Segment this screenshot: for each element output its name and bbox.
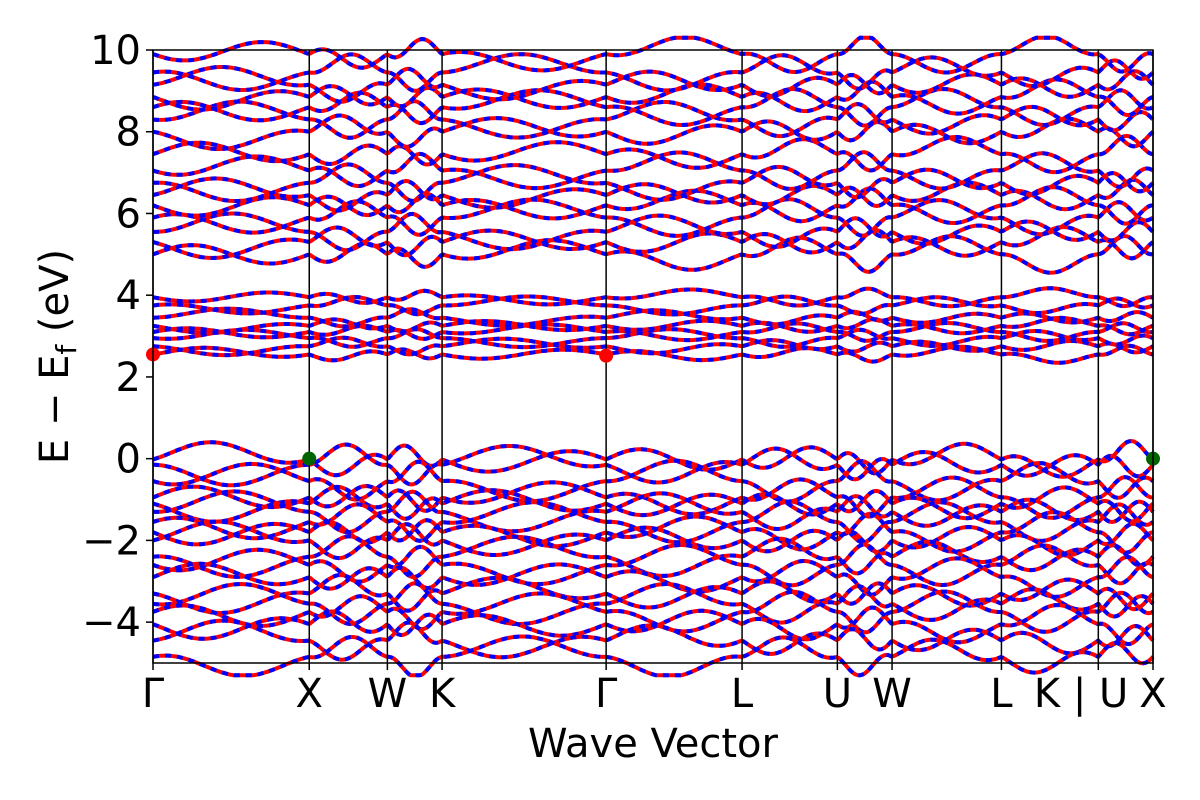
band-spin-down xyxy=(152,162,1155,204)
band-spin-down xyxy=(152,306,1154,329)
band-spin-down xyxy=(152,185,1154,226)
y-axis-label-main: E − E xyxy=(32,355,78,465)
bands-layer xyxy=(152,35,1155,678)
y-axis: −4 −2 0 2 4 6 8 10 xyxy=(82,28,153,646)
plot-area xyxy=(146,35,1160,678)
band-spin-down xyxy=(152,86,1154,128)
band-spin-down xyxy=(152,542,1154,588)
band-spin-down xyxy=(153,211,1155,253)
y-tick-label: −4 xyxy=(82,600,141,646)
x-tick-label: K | U xyxy=(1034,671,1128,717)
band-spin-down xyxy=(152,634,1155,678)
y-tick-label: 4 xyxy=(116,273,141,319)
x-tick-label: L xyxy=(990,671,1013,717)
vbm-marker xyxy=(302,451,317,466)
band-spin-down xyxy=(152,484,1155,524)
y-axis-label-unit: (eV) xyxy=(32,249,78,345)
x-tick-label: X xyxy=(296,671,323,717)
band-spin-down xyxy=(152,489,1155,535)
plot-frame xyxy=(152,49,1154,664)
band-spin-down xyxy=(152,176,1155,213)
x-tick-label: U xyxy=(823,671,852,717)
band-spin-down xyxy=(152,581,1155,627)
y-tick-label: 10 xyxy=(90,28,141,74)
x-tick-label: W xyxy=(872,671,912,717)
x-tick-label: X xyxy=(1139,671,1166,717)
x-tick-label: L xyxy=(731,671,754,717)
band-spin-down xyxy=(152,233,1153,275)
y-tick-label: 2 xyxy=(116,355,141,401)
x-tick-label: K xyxy=(429,671,457,717)
band-spin-up xyxy=(152,475,1154,520)
x-tick-label: Γ xyxy=(142,671,165,717)
band-spin-up xyxy=(152,510,1154,555)
band-spin-down xyxy=(152,458,1155,504)
band-spin-down xyxy=(152,335,1154,358)
band-spin-down xyxy=(152,294,1154,317)
band-spin-down xyxy=(152,52,1155,93)
band-spin-down xyxy=(152,99,1155,140)
band-spin-down xyxy=(152,618,1155,662)
x-tick-label: W xyxy=(368,671,408,717)
band-spin-down xyxy=(152,438,1155,479)
band-spin-down xyxy=(152,197,1155,238)
y-tick-label: 0 xyxy=(116,437,141,483)
cbm-marker xyxy=(599,348,614,363)
band-spin-down xyxy=(152,150,1155,191)
y-axis-label: E − Ef (eV) xyxy=(32,249,83,464)
x-axis-label: Wave Vector xyxy=(528,721,779,767)
y-axis-label-sub: f xyxy=(50,344,83,355)
band-spin-down xyxy=(152,65,1155,104)
band-spin-down xyxy=(152,133,1154,175)
band-spin-down xyxy=(152,321,1154,343)
band-spin-down xyxy=(152,573,1155,615)
y-tick-label: −2 xyxy=(82,518,141,564)
x-tick-label: Γ xyxy=(595,671,618,717)
band-spin-down xyxy=(153,442,1155,488)
y-tick-label: 6 xyxy=(116,191,141,237)
y-tick-label: 8 xyxy=(116,110,141,156)
band-spin-down xyxy=(152,286,1153,309)
band-spin-down xyxy=(152,113,1155,151)
band-spin-down xyxy=(152,519,1155,561)
